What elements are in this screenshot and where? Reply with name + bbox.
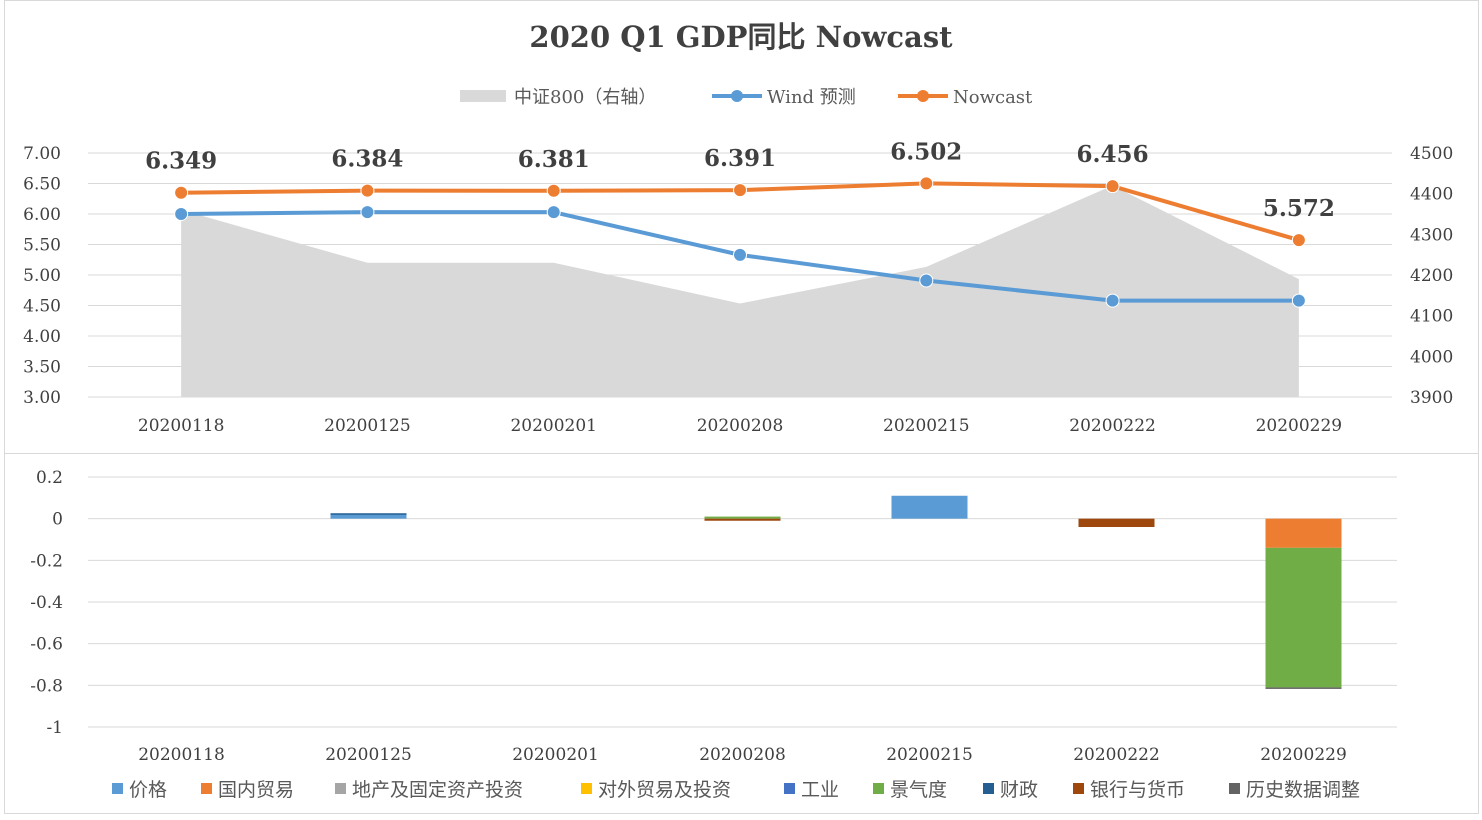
bottom-legend-label: 景气度 [890, 779, 947, 801]
top-left-tick-label: 5.00 [23, 266, 61, 286]
wind-forecast-point [360, 205, 375, 220]
legend-marker-wind [731, 90, 743, 102]
legend-swatch-area [460, 90, 506, 102]
bottom-x-tick-label: 20200229 [1260, 745, 1347, 765]
bar-segment [1265, 547, 1342, 688]
bottom-legend-label: 历史数据调整 [1246, 779, 1360, 801]
bottom-legend-label: 财政 [1000, 779, 1038, 801]
nowcast-data-label: 6.384 [331, 146, 403, 173]
chart-frame [4, 0, 1479, 814]
top-x-tick-label: 20200208 [697, 416, 784, 436]
top-x-tick-label: 20200222 [1069, 416, 1156, 436]
bottom-legend-label: 价格 [129, 779, 167, 801]
bottom-chart: 0.2 0 -0.2 -0.4 -0.6 -0.8 -1 20200118 20200125 20… [30, 468, 1397, 801]
legend-label-nowcast: Nowcast [953, 87, 1033, 108]
bar-segment [330, 513, 407, 515]
top-x-tick-label: 20200229 [1256, 416, 1343, 436]
bottom-legend-swatch [335, 783, 346, 794]
bottom-x-tick-label: 20200201 [512, 745, 599, 765]
legend-label-area: 中证800（右轴） [514, 87, 656, 108]
bar-segment [1078, 518, 1155, 527]
bottom-legend-label: 工业 [801, 779, 839, 801]
top-left-tick-label: 3.50 [23, 358, 61, 378]
bottom-x-tick-label: 20200222 [1073, 745, 1160, 765]
bottom-y-tick-label: -0.8 [30, 676, 63, 696]
bottom-legend-swatch [201, 783, 212, 794]
nowcast-point [1291, 233, 1306, 248]
top-x-tick-label: 20200125 [324, 416, 411, 436]
bottom-legend-swatch [873, 783, 884, 794]
bottom-legend-swatch [1229, 783, 1240, 794]
bottom-x-tick-label: 20200125 [325, 745, 412, 765]
bottom-legend-swatch [112, 783, 123, 794]
bottom-legend-label: 地产及固定资产投资 [352, 779, 523, 801]
top-left-tick-label: 6.00 [23, 205, 61, 225]
chart-title: 2020 Q1 GDP同比 Nowcast [529, 20, 953, 54]
bar-segment [330, 514, 407, 519]
nowcast-data-label: 6.349 [145, 148, 217, 175]
top-left-tick-label: 3.00 [23, 388, 61, 408]
bottom-x-tick-label: 20200208 [699, 745, 786, 765]
wind-forecast-point [1105, 293, 1120, 308]
bottom-legend-label: 国内贸易 [218, 779, 294, 801]
top-right-tick-label: 4300 [1410, 225, 1453, 245]
bar-segment [1265, 687, 1342, 689]
bottom-x-tick-label: 20200215 [886, 745, 973, 765]
top-right-tick-label: 4100 [1410, 307, 1453, 327]
bottom-legend-swatch [1073, 783, 1084, 794]
top-left-tick-label: 4.50 [23, 297, 61, 317]
bottom-y-tick-label: -1 [46, 718, 63, 738]
top-x-tick-label: 20200215 [883, 416, 970, 436]
nowcast-point [174, 185, 189, 200]
wind-forecast-point [174, 207, 189, 221]
nowcast-data-label: 6.391 [704, 145, 776, 172]
nowcast-point [1105, 179, 1120, 194]
top-left-tick-label: 6.50 [23, 175, 61, 195]
bottom-y-tick-label: -0.2 [30, 551, 63, 571]
wind-forecast-point [733, 247, 747, 262]
top-left-tick-label: 4.00 [23, 327, 61, 347]
bottom-y-tick-label: 0 [52, 510, 63, 530]
top-chart: 7.00 6.50 6.00 5.50 5.00 4.50 4.00 3.50 3.00 4500… [23, 87, 1453, 436]
bottom-y-tick-label: 0.2 [36, 468, 63, 488]
bottom-legend-label: 对外贸易及投资 [598, 779, 731, 801]
bar-segment [704, 518, 781, 521]
bar-segment [891, 495, 968, 519]
nowcast-point [733, 183, 747, 198]
wind-forecast-point [919, 273, 934, 288]
top-right-tick-label: 4400 [1410, 185, 1453, 205]
nowcast-data-label: 5.572 [1263, 195, 1335, 222]
bottom-legend-swatch [581, 783, 592, 794]
nowcast-point [919, 176, 934, 191]
nowcast-data-label: 6.381 [518, 146, 590, 173]
top-x-tick-label: 20200201 [510, 416, 597, 436]
bottom-legend-label: 银行与货币 [1090, 779, 1185, 801]
top-right-tick-label: 3900 [1410, 388, 1453, 408]
top-right-tick-label: 4200 [1410, 266, 1453, 286]
csi800-area [181, 185, 1299, 397]
legend-marker-nowcast [917, 90, 929, 102]
top-right-tick-label: 4500 [1410, 144, 1453, 164]
top-left-tick-label: 7.00 [23, 144, 61, 164]
wind-forecast-point [1291, 293, 1306, 308]
top-left-tick-label: 5.50 [23, 236, 61, 256]
nowcast-point [360, 183, 375, 198]
bar-segment [704, 516, 781, 519]
legend-label-wind: Wind 预测 [767, 87, 856, 108]
nowcast-point [546, 183, 561, 198]
top-right-tick-label: 4000 [1410, 347, 1453, 367]
top-x-tick-label: 20200118 [138, 416, 225, 436]
bottom-x-tick-label: 20200118 [138, 745, 225, 765]
nowcast-data-label: 6.502 [890, 138, 962, 165]
bottom-y-tick-label: -0.6 [30, 635, 63, 655]
bar-segment [1265, 518, 1342, 548]
nowcast-data-label: 6.456 [1077, 141, 1149, 168]
bottom-legend-swatch [983, 783, 994, 794]
bottom-legend-swatch [784, 783, 795, 794]
bottom-y-tick-label: -0.4 [30, 593, 63, 613]
wind-forecast-point [546, 205, 561, 220]
